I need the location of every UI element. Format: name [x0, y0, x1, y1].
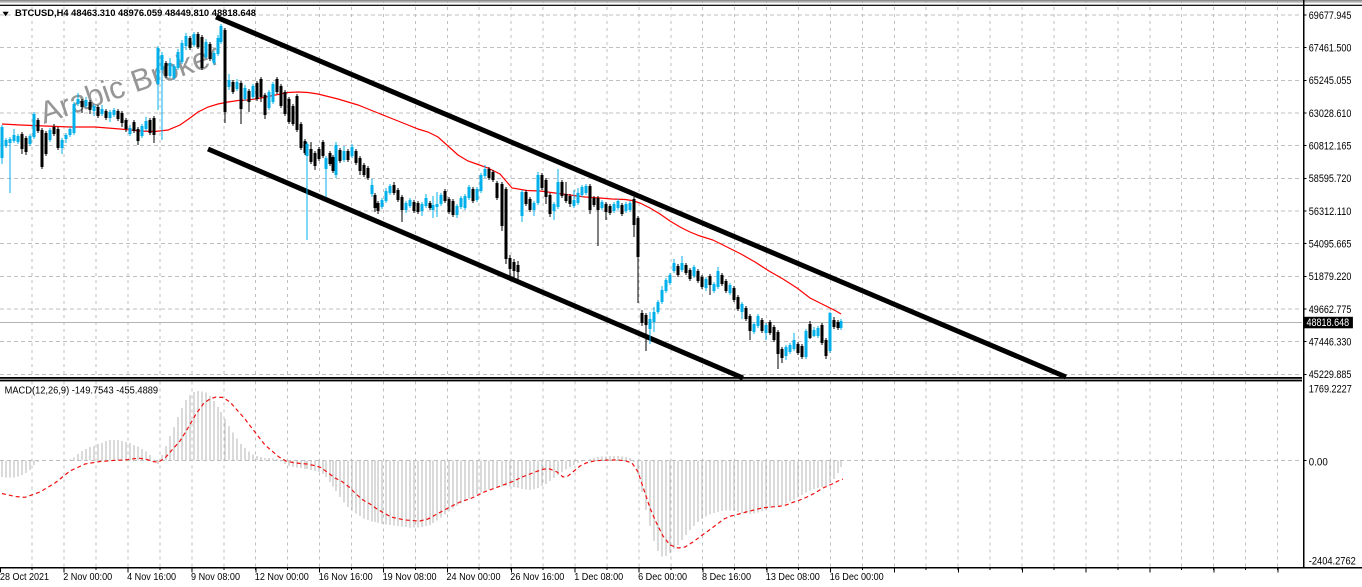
svg-text:MACD(12,26,9) -149.7543 -455.4: MACD(12,26,9) -149.7543 -455.4889: [5, 386, 159, 397]
svg-text:63028.610: 63028.610: [1309, 108, 1352, 120]
svg-text:60812.165: 60812.165: [1309, 141, 1352, 153]
svg-text:45229.885: 45229.885: [1309, 369, 1352, 381]
svg-text:49662.775: 49662.775: [1309, 304, 1352, 316]
svg-text:51879.220: 51879.220: [1309, 271, 1352, 283]
svg-text:12 Nov 00:00: 12 Nov 00:00: [255, 571, 309, 583]
svg-text:58595.720: 58595.720: [1309, 173, 1352, 185]
svg-text:1769.2227: 1769.2227: [1309, 384, 1352, 396]
svg-text:6 Dec 00:00: 6 Dec 00:00: [638, 571, 687, 583]
svg-text:-2404.2762: -2404.2762: [1309, 556, 1356, 568]
svg-text:56312.110: 56312.110: [1309, 206, 1352, 218]
svg-text:19 Nov 08:00: 19 Nov 08:00: [383, 571, 437, 583]
svg-text:4 Nov 16:00: 4 Nov 16:00: [127, 571, 176, 583]
svg-text:26 Nov 16:00: 26 Nov 16:00: [510, 571, 564, 583]
svg-text:54095.665: 54095.665: [1309, 239, 1352, 251]
svg-text:24 Nov 00:00: 24 Nov 00:00: [447, 571, 501, 583]
svg-text:2 Nov 00:00: 2 Nov 00:00: [63, 571, 112, 583]
svg-text:9 Nov 08:00: 9 Nov 08:00: [191, 571, 240, 583]
svg-text:13 Dec 08:00: 13 Dec 08:00: [766, 571, 820, 583]
svg-text:28 Oct 2021: 28 Oct 2021: [0, 571, 49, 583]
svg-text:8 Dec 16:00: 8 Dec 16:00: [702, 571, 751, 583]
svg-text:65245.055: 65245.055: [1309, 75, 1352, 87]
svg-text:16 Dec 00:00: 16 Dec 00:00: [830, 571, 884, 583]
svg-text:67461.500: 67461.500: [1309, 43, 1352, 55]
svg-text:48818.648: 48818.648: [1307, 317, 1350, 329]
svg-text:1 Dec 08:00: 1 Dec 08:00: [574, 571, 623, 583]
svg-text:16 Nov 16:00: 16 Nov 16:00: [319, 571, 373, 583]
svg-text:47446.330: 47446.330: [1309, 337, 1352, 349]
svg-text:0.00: 0.00: [1309, 457, 1328, 469]
svg-text:BTCUSD,H4 48463.310 48976.059: BTCUSD,H4 48463.310 48976.059 48449.810 …: [15, 8, 256, 19]
svg-text:69677.945: 69677.945: [1309, 10, 1352, 22]
